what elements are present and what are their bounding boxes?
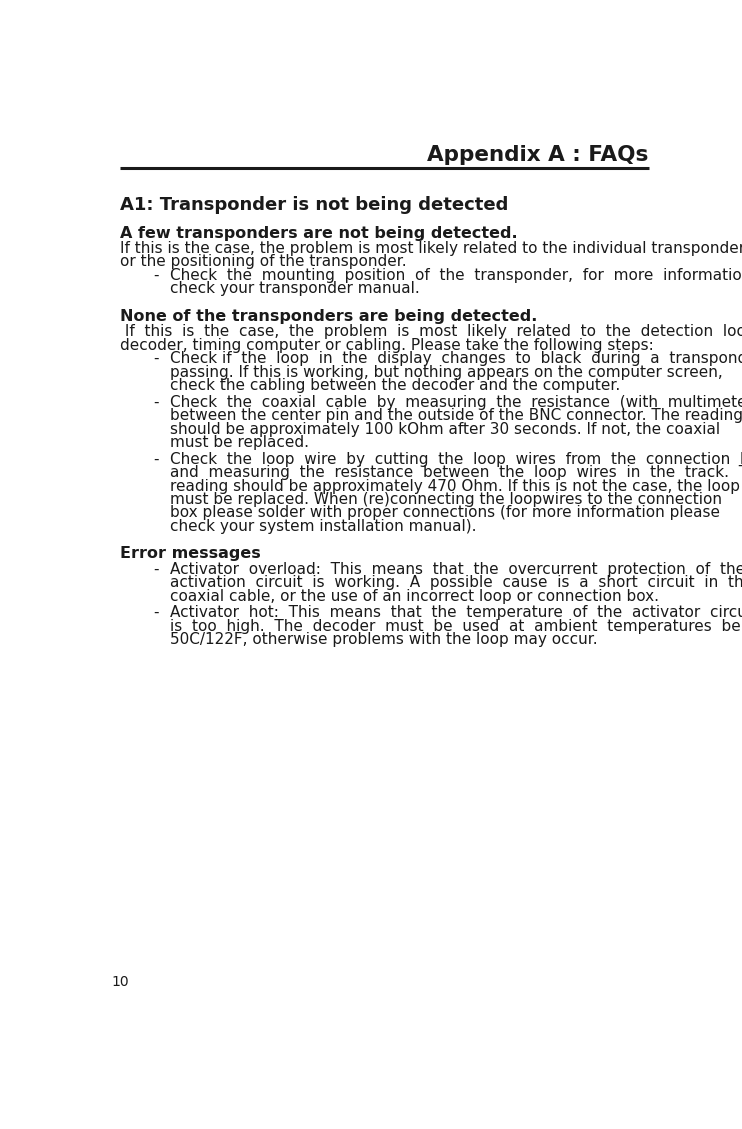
Text: check your transponder manual.: check your transponder manual. (171, 281, 420, 297)
Text: check the cabling between the decoder and the computer.: check the cabling between the decoder an… (171, 378, 620, 393)
Text: Activator  overload:  This  means  that  the  overcurrent  protection  of  the: Activator overload: This means that the … (171, 562, 742, 577)
Text: If  this  is  the  case,  the  problem  is  most  likely  related  to  the  dete: If this is the case, the problem is most… (119, 324, 742, 339)
Text: -: - (154, 605, 159, 620)
Text: Error messages: Error messages (119, 546, 260, 561)
Text: is  too  high.  The  decoder  must  be  used  at  ambient  temperatures  below: is too high. The decoder must be used at… (171, 619, 742, 633)
Text: and  measuring  the  resistance  between  the  loop  wires  in  the  track.  The: and measuring the resistance between the… (171, 465, 742, 480)
Text: -: - (154, 268, 159, 283)
Text: activation  circuit  is  working.  A  possible  cause  is  a  short  circuit  in: activation circuit is working. A possibl… (171, 575, 742, 590)
Text: Check  the  mounting  position  of  the  transponder,  for  more  information: Check the mounting position of the trans… (171, 268, 742, 283)
Text: decoder, timing computer or cabling. Please take the following steps:: decoder, timing computer or cabling. Ple… (119, 338, 654, 352)
Text: -: - (154, 395, 159, 410)
Text: reading should be approximately 470 Ohm. If this is not the case, the loop: reading should be approximately 470 Ohm.… (171, 479, 741, 493)
Text: coaxial cable, or the use of an incorrect loop or connection box.: coaxial cable, or the use of an incorrec… (171, 588, 660, 604)
Text: A1: Transponder is not being detected: A1: Transponder is not being detected (119, 196, 508, 215)
Text: Check  the  loop  wire  by  cutting  the  loop  wires  from  the  connection  bo: Check the loop wire by cutting the loop … (171, 452, 742, 466)
Text: Check if  the  loop  in  the  display  changes  to  black  during  a  transponde: Check if the loop in the display changes… (171, 351, 742, 366)
Text: If this is the case, the problem is most likely related to the individual transp: If this is the case, the problem is most… (119, 240, 742, 256)
Text: -: - (154, 452, 159, 466)
Text: None of the transponders are being detected.: None of the transponders are being detec… (119, 308, 537, 324)
Text: between the center pin and the outside of the BNC connector. The reading: between the center pin and the outside o… (171, 408, 742, 423)
Text: passing. If this is working, but nothing appears on the computer screen,: passing. If this is working, but nothing… (171, 365, 723, 379)
Text: -: - (154, 351, 159, 366)
Text: or the positioning of the transponder.: or the positioning of the transponder. (119, 254, 407, 270)
Text: 50C/122F, otherwise problems with the loop may occur.: 50C/122F, otherwise problems with the lo… (171, 632, 598, 647)
Text: A few transponders are not being detected.: A few transponders are not being detecte… (119, 226, 517, 240)
Text: -: - (154, 562, 159, 577)
Text: box please solder with proper connections (for more information please: box please solder with proper connection… (171, 506, 720, 520)
Text: check your system installation manual).: check your system installation manual). (171, 519, 477, 534)
Text: should be approximately 100 kOhm after 30 seconds. If not, the coaxial: should be approximately 100 kOhm after 3… (171, 421, 720, 437)
Text: Appendix A : FAQs: Appendix A : FAQs (427, 145, 649, 165)
Text: 10: 10 (112, 975, 129, 989)
Text: Activator  hot:  This  means  that  the  temperature  of  the  activator  circui: Activator hot: This means that the tempe… (171, 605, 742, 620)
Text: must be replaced. When (re)connecting the loopwires to the connection: must be replaced. When (re)connecting th… (171, 492, 723, 507)
Text: Check  the  coaxial  cable  by  measuring  the  resistance  (with  multimeter): Check the coaxial cable by measuring the… (171, 395, 742, 410)
Text: must be replaced.: must be replaced. (171, 435, 309, 450)
